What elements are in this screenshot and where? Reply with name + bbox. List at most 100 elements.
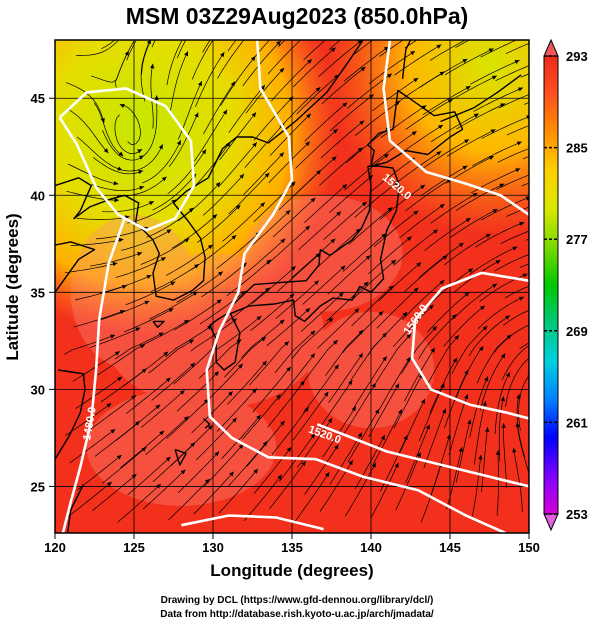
streamline-arrow (216, 299, 222, 304)
streamline (66, 190, 119, 201)
streamline-arrow (114, 351, 120, 356)
streamline (202, 40, 211, 53)
streamline-arrow (565, 373, 570, 377)
streamline (326, 281, 369, 322)
streamline (140, 40, 151, 102)
height-contour (205, 40, 506, 533)
streamline-arrow (176, 140, 181, 146)
streamline (318, 40, 363, 78)
streamline (148, 339, 195, 374)
streamline (394, 151, 442, 185)
streamline (228, 172, 270, 215)
streamline-arrow (500, 396, 505, 402)
streamline-arrow (378, 311, 384, 316)
streamline (506, 206, 529, 217)
streamline (142, 140, 182, 184)
streamline (70, 238, 124, 246)
streamline-arrow (286, 366, 291, 372)
streamline (176, 40, 187, 59)
streamline (193, 471, 235, 515)
streamline (372, 77, 419, 112)
streamline-arrow (256, 414, 261, 420)
streamline (224, 336, 267, 378)
streamline (497, 148, 529, 163)
x-axis-ticks: 120 125 130 135 140 145 150 (44, 533, 540, 555)
streamline (243, 474, 283, 522)
streamline (241, 238, 286, 277)
streamline-arrow (235, 204, 241, 210)
streamline (145, 416, 189, 455)
streamline (396, 124, 444, 157)
streamline-arrow (514, 60, 520, 65)
x-tick-label: 125 (123, 540, 145, 555)
streamline-arrow (361, 201, 367, 207)
streamline-arrow (330, 238, 336, 244)
streamline (404, 347, 436, 402)
streamline-arrow (535, 320, 540, 324)
streamline (447, 129, 496, 157)
streamline (424, 217, 471, 251)
streamline-arrow (264, 287, 270, 293)
streamline (221, 414, 262, 460)
streamline-arrow (406, 236, 412, 241)
streamline (430, 192, 478, 224)
streamline-arrow (388, 285, 394, 291)
streamline-arrow (468, 268, 473, 273)
streamline (516, 422, 529, 476)
y-tick-label: 45 (31, 91, 45, 106)
streamline (195, 417, 238, 461)
streamline-arrow (328, 317, 334, 323)
streamline-arrow (491, 75, 497, 80)
streamline (319, 147, 363, 186)
streamline-arrow (231, 318, 237, 324)
streamline-arrow (454, 335, 460, 340)
streamline-arrow (315, 87, 321, 92)
streamline-arrow (194, 112, 199, 118)
streamline-arrow (146, 40, 151, 45)
streamline (216, 231, 261, 269)
contour-label: 1480.0 (81, 406, 99, 441)
streamline-arrow (236, 339, 242, 344)
streamline (321, 66, 366, 105)
streamline-arrow (170, 281, 176, 286)
streamline-arrow (201, 149, 207, 155)
streamline (203, 443, 244, 488)
streamline (249, 341, 290, 386)
streamline-arrow (290, 181, 296, 187)
coastline (401, 40, 412, 79)
streamline (404, 40, 418, 49)
streamline-arrow (522, 273, 528, 278)
streamline-arrow (368, 175, 373, 180)
streamline-arrow (310, 353, 315, 359)
streamline-arrow (442, 255, 448, 260)
streamline-arrow (425, 424, 430, 430)
colorbar-tick-label: 285 (566, 141, 588, 156)
streamline-arrow (500, 353, 506, 359)
streamline (275, 280, 320, 319)
streamline-arrow (214, 451, 220, 457)
streamline (327, 255, 371, 295)
x-tick-label: 130 (202, 540, 224, 555)
streamline-arrow (500, 103, 506, 108)
streamline (473, 401, 487, 465)
streamline-arrow (464, 292, 470, 297)
streamline (196, 204, 241, 243)
streamline (426, 334, 460, 387)
streamline-arrow (301, 461, 306, 467)
streamline-arrow (382, 356, 387, 362)
streamline (496, 450, 499, 516)
streamline-arrow (365, 255, 371, 260)
streamline-arrow (397, 409, 402, 415)
streamline (343, 46, 390, 82)
streamline-arrow (484, 376, 489, 382)
streamline (142, 469, 186, 510)
streamline (370, 462, 399, 519)
streamline-arrow (137, 252, 143, 257)
streamline (347, 408, 380, 462)
streamline (471, 454, 482, 520)
streamline (140, 319, 190, 347)
streamline (115, 257, 167, 278)
coastline (55, 241, 96, 293)
streamline-arrow (158, 144, 163, 150)
streamline (403, 255, 448, 293)
